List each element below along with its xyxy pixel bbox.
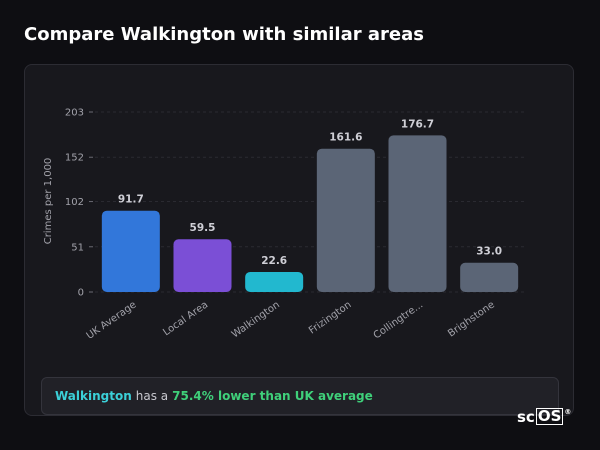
x-category-label: Collingtre... xyxy=(372,299,426,341)
x-category-label: Local Area xyxy=(161,299,210,338)
bar-walkington[interactable] xyxy=(245,271,304,292)
bars xyxy=(101,135,519,292)
comparison-summary: Walkington has a 75.4% lower than UK ave… xyxy=(41,377,559,415)
x-axis-labels: UK Average Local Area Walkington Frizington… xyxy=(85,299,497,341)
bar-local-area[interactable] xyxy=(173,239,232,292)
y-tick-label: 102 xyxy=(65,197,84,208)
brand-logo-boxed: OS xyxy=(535,407,564,425)
bar-value-label: 91.7 xyxy=(118,194,144,206)
y-axis-label: Crimes per 1,000 xyxy=(43,158,54,245)
y-axis-ticks: 0 51 102 152 203 xyxy=(65,108,93,299)
y-tick-label: 0 xyxy=(78,288,84,299)
bar-collingtre[interactable] xyxy=(388,135,447,292)
y-tick-label: 51 xyxy=(71,242,84,253)
summary-text: has a xyxy=(135,389,169,403)
crime-bar-chart: 0 51 102 152 203 Crimes per 1,000 91.7 59.5 22… xyxy=(43,108,525,342)
brand-logo: sc OS ® xyxy=(517,408,571,426)
page-title: Compare Walkington with similar areas xyxy=(24,24,424,45)
x-category-label: Brighstone xyxy=(446,299,497,339)
bar-brighstone[interactable] xyxy=(460,262,519,292)
bar-value-label: 59.5 xyxy=(190,222,216,234)
bar-value-label: 161.6 xyxy=(329,132,362,144)
comparison-card: 0 51 102 152 203 Crimes per 1,000 91.7 59.5 22… xyxy=(24,64,574,416)
bar-value-label: 176.7 xyxy=(401,118,434,130)
x-category-label: Walkington xyxy=(230,299,282,340)
registered-mark: ® xyxy=(564,408,572,416)
x-category-label: UK Average xyxy=(85,299,139,341)
bar-value-label: 33.0 xyxy=(476,246,502,258)
summary-stat: 75.4% lower than UK average xyxy=(172,389,373,403)
bar-value-label: 22.6 xyxy=(261,255,287,267)
x-category-label: Frizington xyxy=(307,299,353,336)
bar-uk-average[interactable] xyxy=(101,210,160,292)
y-tick-label: 203 xyxy=(65,108,84,119)
brand-logo-text: sc xyxy=(517,408,535,426)
summary-area-name: Walkington xyxy=(55,389,132,403)
bar-frizington[interactable] xyxy=(316,148,375,292)
y-tick-label: 152 xyxy=(65,153,84,164)
value-labels: 91.7 59.5 22.6 161.6 176.7 33.0 xyxy=(118,118,502,267)
